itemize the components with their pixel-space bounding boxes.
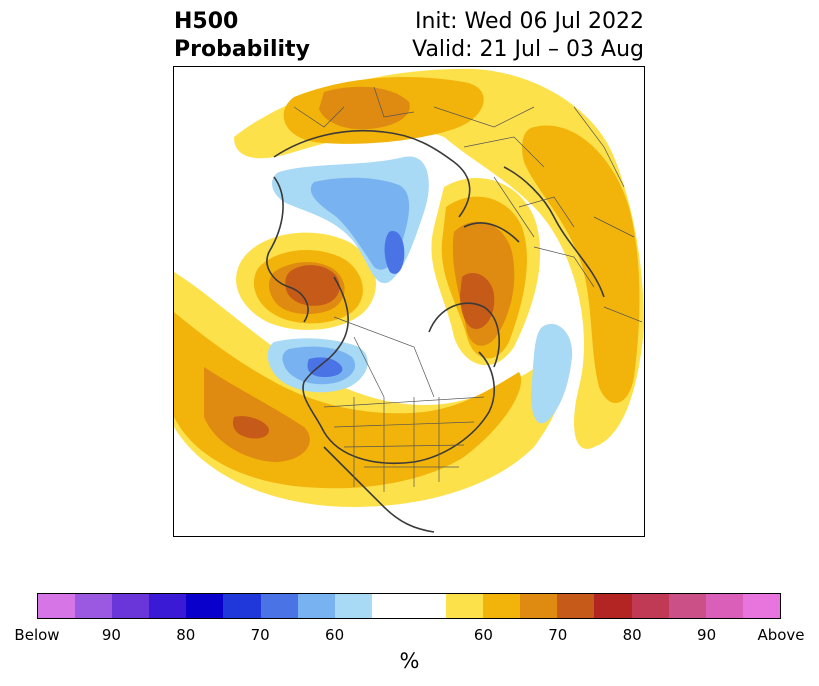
map-canvas <box>174 68 644 533</box>
colorbar-tick-label: 70 <box>250 626 270 644</box>
probability-map <box>173 66 645 537</box>
colorbar-segment <box>297 594 335 618</box>
colorbar-tick-label: 60 <box>325 626 345 644</box>
colorbar <box>37 593 781 619</box>
colorbar-segment <box>223 594 261 618</box>
colorbar-ticks: Below 90 80 70 60 60 70 80 90 Above <box>0 626 819 646</box>
title-block: H500 Probability <box>174 8 310 64</box>
colorbar-segment <box>446 594 484 618</box>
borders <box>293 86 643 492</box>
variable-title: H500 <box>174 9 239 34</box>
colorbar-segment <box>742 594 780 618</box>
colorbar-segment <box>520 594 558 618</box>
colorbar-segment <box>483 594 521 618</box>
colorbar-segment <box>149 594 187 618</box>
colorbar-tick-label: Below <box>14 626 60 644</box>
init-date: Init: Wed 06 Jul 2022 <box>414 9 644 34</box>
colorbar-segment <box>371 594 409 618</box>
colorbar-segment <box>260 594 298 618</box>
colorbar-segment <box>594 594 632 618</box>
colorbar-segment <box>668 594 706 618</box>
colorbar-unit-label: % <box>399 649 420 673</box>
date-block: Init: Wed 06 Jul 2022 Valid: 21 Jul – 03… <box>412 8 644 64</box>
colorbar-segment <box>75 594 113 618</box>
colorbar-segment <box>334 594 372 618</box>
colorbar-tick-label: 80 <box>176 626 196 644</box>
colorbar-tick-label: Above <box>757 626 805 644</box>
colorbar-tick-label: 70 <box>548 626 568 644</box>
colorbar-segment <box>112 594 150 618</box>
colorbar-tick-label: 90 <box>101 626 121 644</box>
colorbar-tick-label: 80 <box>622 626 642 644</box>
colorbar-segment <box>705 594 743 618</box>
colorbar-segment <box>38 594 76 618</box>
colorbar-tick-label: 60 <box>473 626 493 644</box>
colorbar-segment <box>186 594 224 618</box>
probability-subtitle: Probability <box>174 37 310 62</box>
colorbar-tick-label: 90 <box>697 626 717 644</box>
below-70-areas <box>307 231 405 377</box>
colorbar-segment <box>631 594 669 618</box>
above-75-areas <box>232 265 495 439</box>
valid-range: Valid: 21 Jul – 03 Aug <box>412 37 644 62</box>
colorbar-segment <box>408 594 447 618</box>
colorbar-segment <box>557 594 595 618</box>
